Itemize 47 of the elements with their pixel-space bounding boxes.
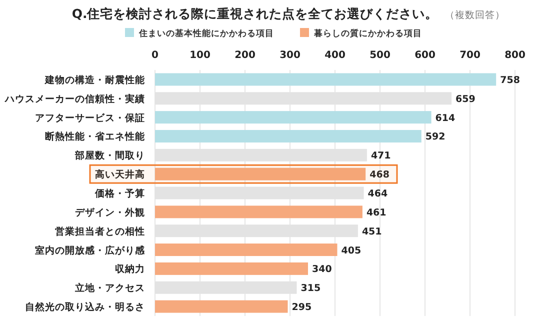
bar bbox=[155, 300, 288, 313]
data-label: 315 bbox=[300, 283, 321, 294]
bar bbox=[155, 244, 338, 256]
bar bbox=[155, 262, 308, 275]
data-label: 614 bbox=[435, 112, 456, 124]
bar bbox=[155, 73, 496, 86]
data-label: 295 bbox=[292, 302, 312, 314]
chart-title: Q.住宅を検討される際に重視された点を全てお選びください。 bbox=[72, 6, 438, 21]
y-tick-label: 断熱性能・省エネ性能 bbox=[45, 130, 145, 143]
data-label: 468 bbox=[370, 170, 390, 181]
x-tick-label: 500 bbox=[370, 50, 390, 61]
x-tick-label: 100 bbox=[190, 50, 210, 61]
legend-label: 暮らしの質にかかわる項目 bbox=[313, 28, 422, 39]
data-label: 405 bbox=[341, 245, 362, 256]
y-tick-label: 高い天井高 bbox=[95, 168, 145, 181]
y-tick-label: ハウスメーカーの信頼性・実績 bbox=[4, 92, 145, 105]
y-tick-label: 立地・アクセス bbox=[74, 282, 145, 294]
data-label: 471 bbox=[370, 150, 391, 162]
data-label: 464 bbox=[368, 188, 388, 200]
data-label: 659 bbox=[456, 94, 476, 105]
bar bbox=[155, 168, 366, 180]
x-tick-label: 700 bbox=[460, 50, 480, 61]
y-tick-label: 価格・予算 bbox=[94, 188, 145, 200]
x-tick-label: 300 bbox=[280, 50, 300, 61]
y-tick-label: 自然光の取り込み・明るさ bbox=[25, 301, 145, 314]
bar bbox=[155, 111, 432, 124]
data-label: 758 bbox=[500, 74, 520, 86]
y-tick-label: デザイン・外観 bbox=[75, 206, 145, 218]
data-label: 461 bbox=[366, 207, 386, 218]
bar bbox=[155, 130, 422, 142]
y-tick-label: 建物の構造・耐震性能 bbox=[44, 74, 145, 86]
data-label: 451 bbox=[362, 226, 382, 238]
data-label: 340 bbox=[312, 264, 332, 276]
y-tick-label: 室内の開放感・広がり感 bbox=[35, 244, 146, 256]
x-tick-label: 800 bbox=[504, 50, 526, 61]
x-tick-label: 0 bbox=[152, 50, 159, 61]
x-tick-label: 200 bbox=[234, 50, 256, 61]
x-tick-label: 600 bbox=[414, 50, 436, 61]
chart-subtitle: （複数回答） bbox=[445, 9, 505, 21]
data-label: 592 bbox=[425, 132, 446, 143]
legend-label: 住まいの基本性能にかかわる項目 bbox=[138, 28, 274, 39]
y-tick-label: 収納力 bbox=[115, 263, 145, 276]
y-tick-label: アフターサービス・保証 bbox=[35, 112, 145, 124]
x-tick-label: 400 bbox=[324, 50, 346, 61]
bar bbox=[155, 206, 362, 218]
y-tick-label: 営業担当者との相性 bbox=[55, 225, 145, 238]
y-tick-label: 部屋数・間取り bbox=[74, 150, 145, 162]
